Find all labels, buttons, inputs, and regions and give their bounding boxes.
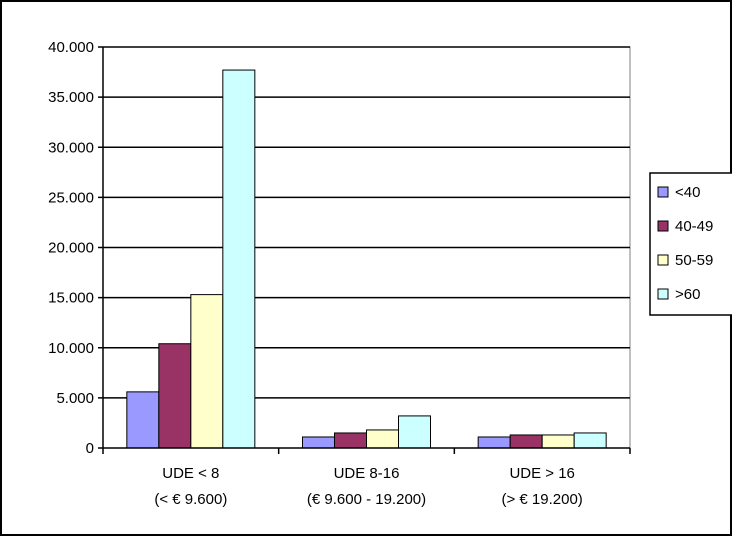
bar-5059-cat1 <box>366 429 399 449</box>
legend-swatch-2 <box>657 254 669 266</box>
bar-60-cat0 <box>222 69 256 449</box>
x-tick-label-0-line1: (< € 9.600) <box>154 491 227 508</box>
y-tick-labels: 0 5.000 10.000 15.000 20.000 25.000 30.000 35.0… <box>48 39 94 457</box>
bar-40-cat1 <box>302 436 335 449</box>
bar-60-cat2 <box>573 432 607 449</box>
y-tick-label-0: 0 <box>86 440 94 457</box>
bars <box>126 69 607 449</box>
y-tick-label-6: 30.000 <box>48 139 94 156</box>
bar-4049-cat0 <box>158 343 192 449</box>
bar-60-cat1 <box>398 415 431 449</box>
legend-label-1: 40-49 <box>675 218 713 235</box>
bar-4049-cat2 <box>509 434 543 449</box>
legend-swatch-1 <box>657 220 669 232</box>
y-tick-label-2: 10.000 <box>48 340 94 357</box>
y-tick-label-4: 20.000 <box>48 240 94 257</box>
legend-label-2: 50-59 <box>675 252 713 269</box>
x-tick-labels: UDE < 8 (< € 9.600) UDE 8-16 (€ 9.600 - 19.… <box>154 465 582 508</box>
legend-swatch-3 <box>657 288 669 300</box>
x-tick-label-2-line1: (> € 19.200) <box>502 491 583 508</box>
x-tick-label-1-line1: (€ 9.600 - 19.200) <box>307 491 426 508</box>
bar-40-cat0 <box>126 391 160 449</box>
legend-swatch-0 <box>657 186 669 198</box>
x-tick-label-2-line0: UDE > 16 <box>509 465 574 482</box>
y-tick-label-1: 5.000 <box>56 390 94 407</box>
legend-label-0: <40 <box>675 184 700 201</box>
y-tick-label-8: 40.000 <box>48 39 94 56</box>
bar-40-cat2 <box>477 436 511 449</box>
y-tick-label-7: 35.000 <box>48 89 94 106</box>
bar-4049-cat1 <box>334 432 367 449</box>
y-tick-label-5: 25.000 <box>48 189 94 206</box>
x-tick-label-0-line0: UDE < 8 <box>162 465 219 482</box>
legend: <40 40-49 50-59 >60 <box>649 172 732 316</box>
y-tick-label-3: 15.000 <box>48 290 94 307</box>
axes <box>98 46 631 454</box>
legend-label-3: >60 <box>675 286 700 303</box>
bar-5059-cat2 <box>541 434 575 449</box>
x-tick-label-1-line0: UDE 8-16 <box>334 465 400 482</box>
bar-5059-cat0 <box>190 294 224 449</box>
